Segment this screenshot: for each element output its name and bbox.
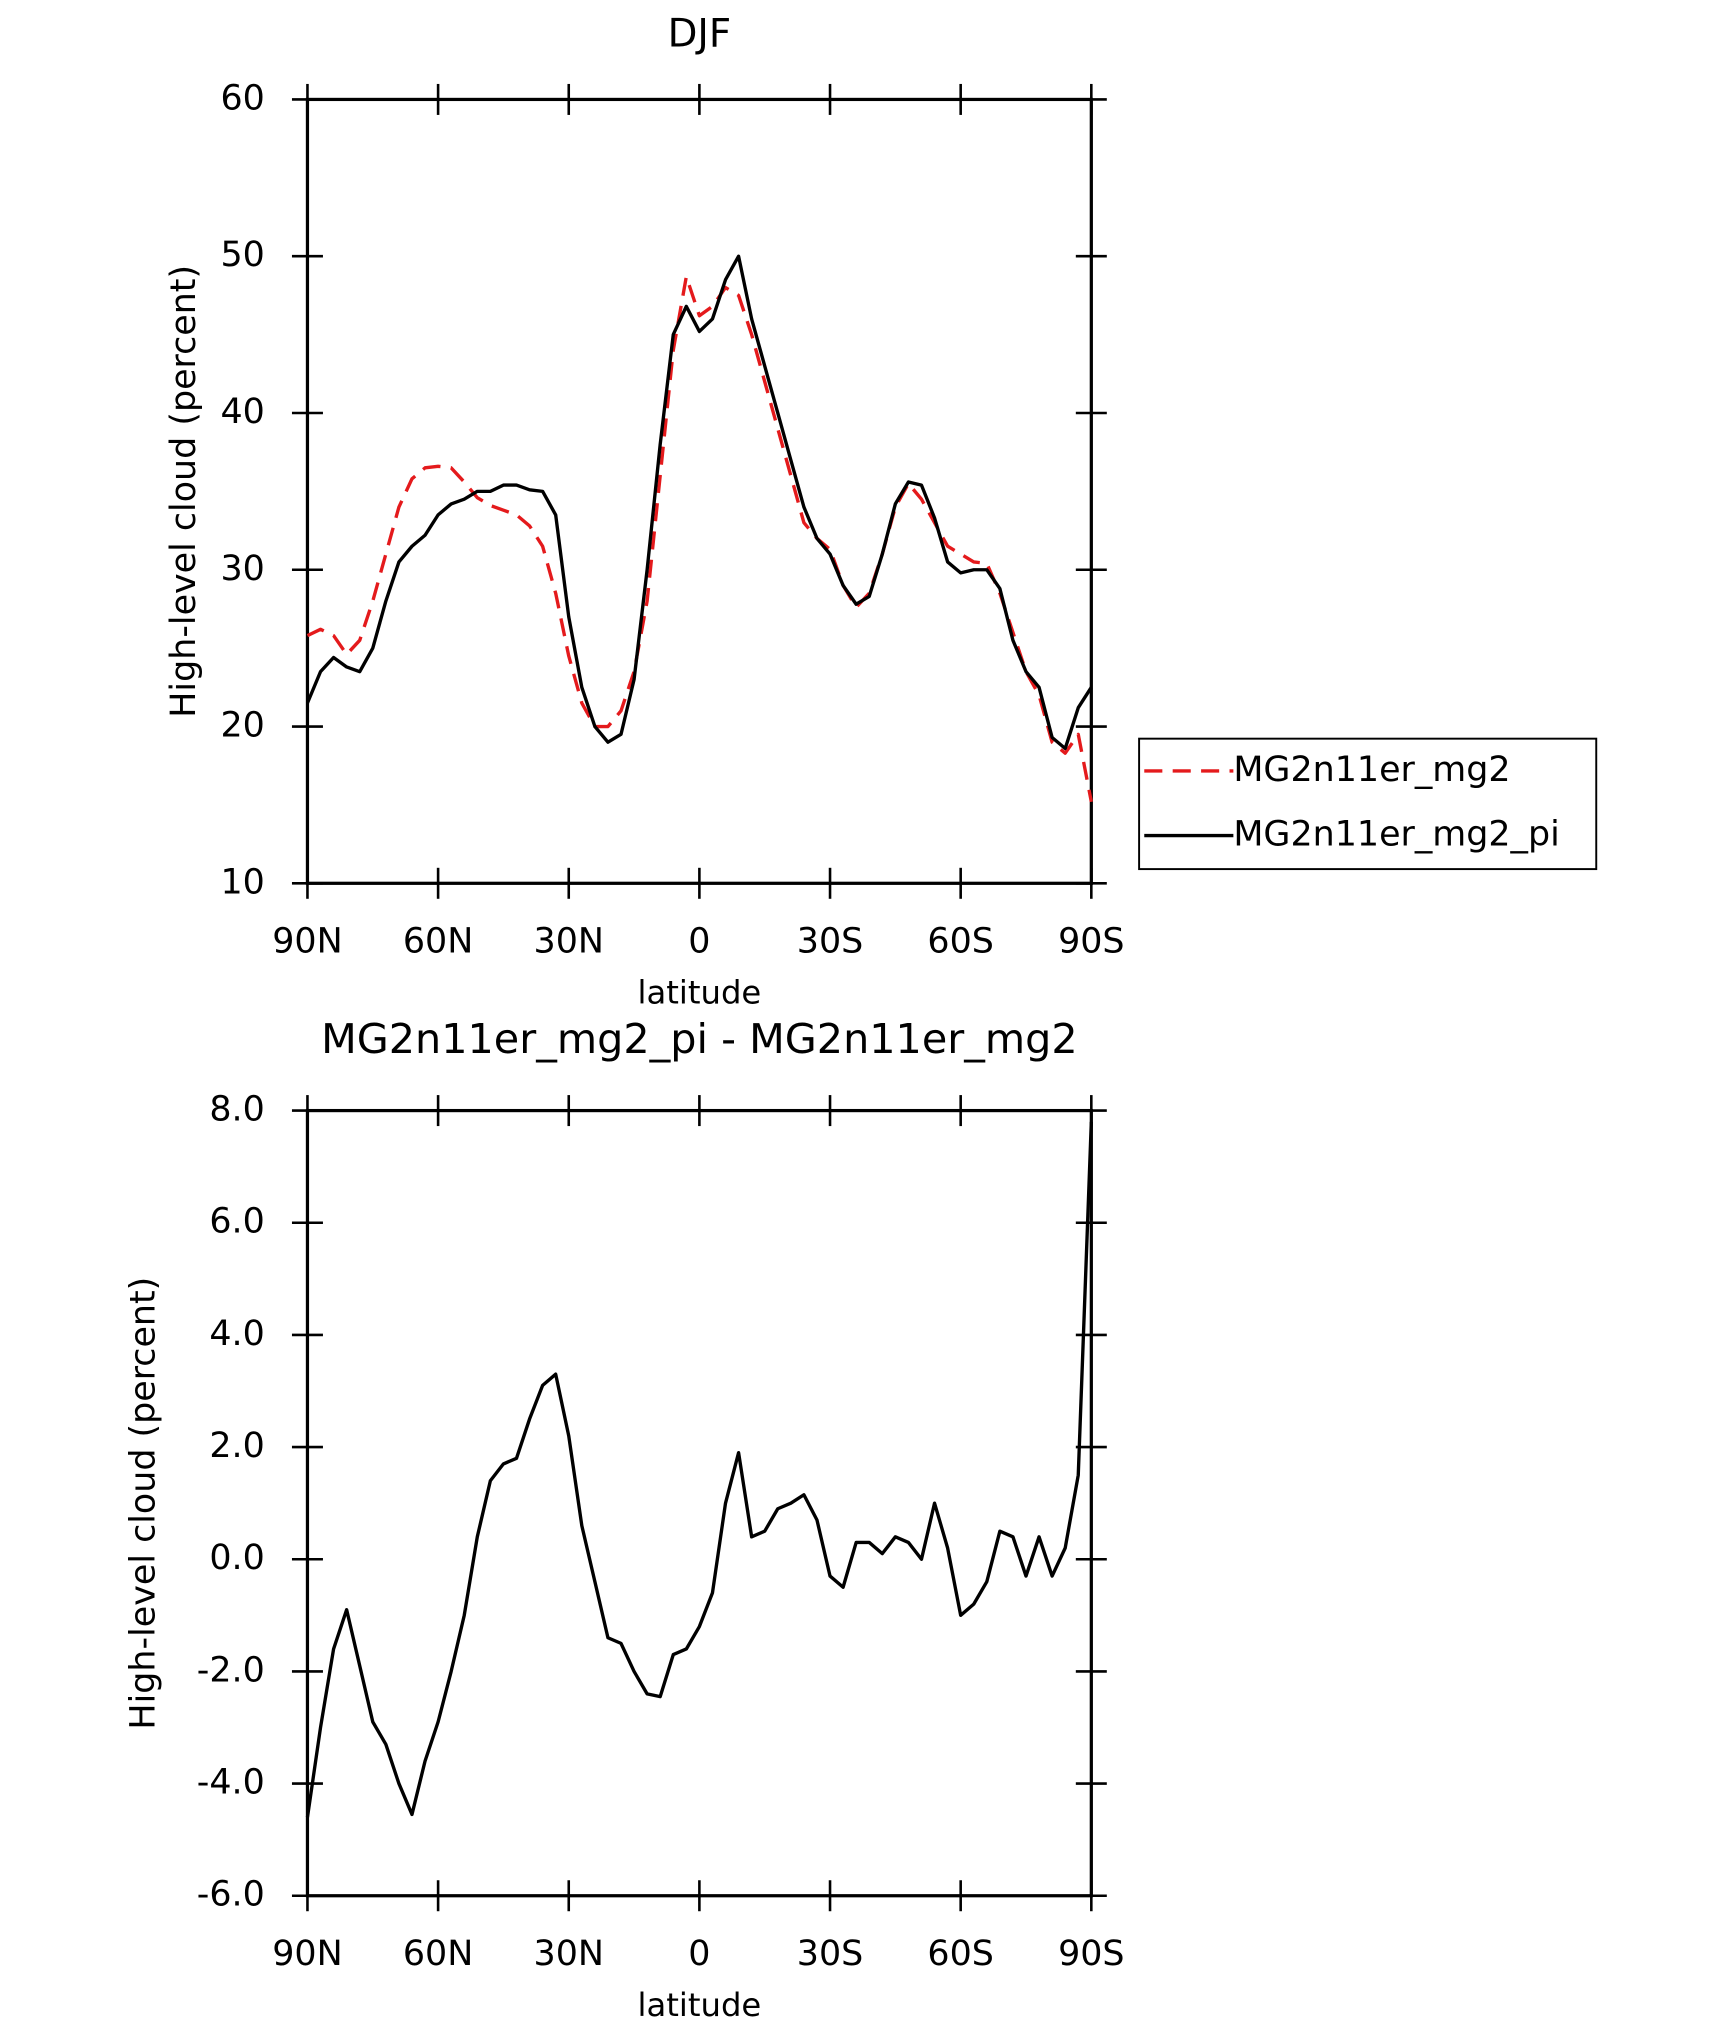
- x-tick-label: 90N: [272, 922, 342, 962]
- x-axis-label: latitude: [637, 1986, 761, 2021]
- y-tick-label: 20: [220, 706, 264, 746]
- x-tick-label: 60S: [927, 922, 994, 962]
- data-line: [306, 274, 1093, 803]
- x-tick-label: 30S: [797, 922, 864, 962]
- chart-title: DJF: [668, 12, 732, 57]
- x-tick-label: 0: [688, 922, 710, 962]
- y-tick-label: 30: [220, 549, 264, 589]
- data-line: [305, 254, 1093, 751]
- y-tick-label: 10: [220, 862, 264, 902]
- y-tick-label: -6.0: [197, 1875, 265, 1915]
- legend-label: MG2n11er_mg2: [1233, 750, 1510, 790]
- x-axis-label: latitude: [637, 973, 761, 1011]
- x-tick-label: 60N: [403, 922, 473, 962]
- y-tick-label: 6.0: [209, 1202, 264, 1242]
- plot-frame: [305, 97, 1093, 885]
- data-line: [305, 1121, 1093, 1818]
- y-tick-label: 0.0: [209, 1538, 264, 1578]
- x-tick-label: 0: [688, 1934, 710, 1974]
- legend-label: MG2n11er_mg2_pi: [1233, 815, 1559, 855]
- y-axis-label: High-level cloud (percent): [164, 265, 204, 718]
- x-tick-label: 60N: [403, 1934, 473, 1974]
- y-tick-label: 40: [220, 392, 264, 432]
- x-tick-label: 30N: [534, 1934, 604, 1974]
- y-tick-label: -4.0: [197, 1763, 265, 1803]
- y-tick-label: 8.0: [209, 1090, 264, 1130]
- x-tick-label: 90S: [1058, 922, 1125, 962]
- x-tick-label: 30N: [534, 922, 604, 962]
- y-tick-label: 50: [220, 235, 264, 275]
- y-tick-label: -2.0: [197, 1650, 265, 1690]
- y-axis-label: High-level cloud (percent): [124, 1277, 164, 1730]
- y-tick-label: 4.0: [209, 1314, 264, 1354]
- plot-frame: [305, 1108, 1093, 1898]
- x-tick-label: 90S: [1058, 1934, 1125, 1974]
- y-tick-label: 2.0: [209, 1426, 264, 1466]
- x-tick-label: 90N: [272, 1934, 342, 1974]
- legend-box: [1138, 737, 1598, 871]
- x-tick-label: 30S: [797, 1934, 864, 1974]
- y-tick-label: 60: [220, 78, 264, 118]
- chart-title: MG2n11er_mg2_pi - MG2n11er_mg2: [321, 1015, 1078, 1063]
- x-tick-label: 60S: [927, 1934, 994, 1974]
